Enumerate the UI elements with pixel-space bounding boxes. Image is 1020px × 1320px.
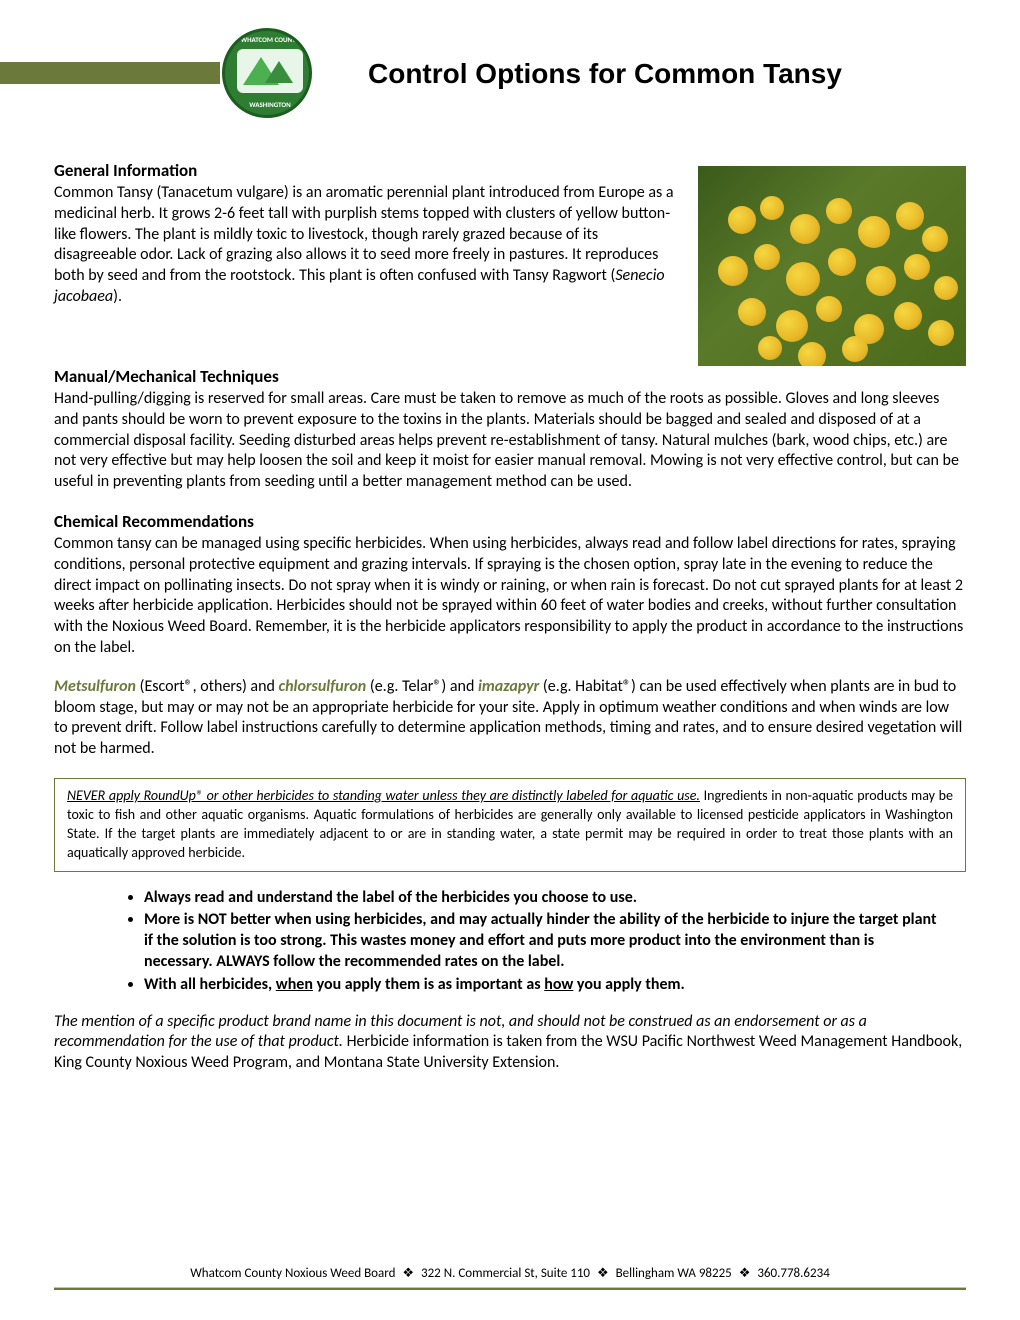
document-body: General Information Common Tansy (Tanace…: [54, 160, 966, 1074]
footer-rule: [54, 1287, 966, 1290]
warning-lead: NEVER apply RoundUp® or other herbicides…: [67, 787, 700, 804]
general-tail: ).: [113, 287, 122, 306]
logo-text-top: WHATCOM COUNTY: [225, 35, 312, 44]
herb-chlorsulfuron: chlorsulfuron: [279, 677, 367, 696]
bullet-2: More is NOT better when using herbicides…: [144, 910, 946, 972]
key-points-list: Always read and understand the label of …: [144, 888, 946, 996]
footer-sep-icon: ❖: [402, 1266, 414, 1281]
section-heading-chemical: Chemical Recommendations: [54, 511, 966, 532]
section-heading-manual: Manual/Mechanical Techniques: [54, 366, 966, 387]
county-logo: WHATCOM COUNTY WASHINGTON: [222, 28, 312, 118]
footer-sep-icon: ❖: [739, 1266, 751, 1281]
general-body: Common Tansy (Tanacetum vulgare) is an a…: [54, 183, 674, 285]
herb-imazapyr: imazapyr: [478, 677, 539, 696]
bullet-3: With all herbicides, when you apply them…: [144, 975, 946, 996]
chemical-text: Common tansy can be managed using specif…: [54, 534, 966, 659]
disclaimer-text: The mention of a specific product brand …: [54, 1012, 966, 1074]
page-footer: Whatcom County Noxious Weed Board ❖ 322 …: [54, 1266, 966, 1290]
aquatic-warning-box: NEVER apply RoundUp® or other herbicides…: [54, 778, 966, 872]
logo-text-bottom: WASHINGTON: [225, 100, 312, 109]
herbicides-text: Metsulfuron (Escort®, others) and chlors…: [54, 677, 966, 760]
bullet-1: Always read and understand the label of …: [144, 888, 946, 909]
footer-sep-icon: ❖: [597, 1266, 609, 1281]
page-title: Control Options for Common Tansy: [368, 58, 842, 90]
herb-metsulfuron: Metsulfuron: [54, 677, 136, 696]
header-accent-bar: [0, 62, 220, 84]
plant-photo: [698, 166, 966, 366]
footer-contact: Whatcom County Noxious Weed Board ❖ 322 …: [54, 1266, 966, 1281]
manual-text: Hand-pulling/digging is reserved for sma…: [54, 389, 966, 493]
